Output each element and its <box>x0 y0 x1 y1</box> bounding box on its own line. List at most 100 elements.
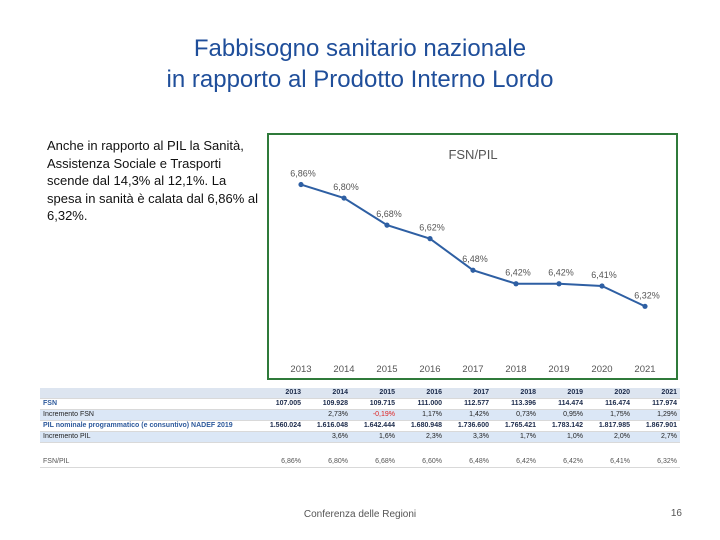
table-cell: 117.974 <box>633 398 680 410</box>
table-cell: 1.642.444 <box>351 420 398 432</box>
table-cell: 1.817.985 <box>586 420 633 432</box>
table-cell: 3,3% <box>445 431 492 443</box>
table-cell: 6,42% <box>492 457 539 468</box>
header-year: 2020 <box>586 388 633 399</box>
table-cell: 109.928 <box>304 398 351 410</box>
table-cell: 1.680.948 <box>398 420 445 432</box>
table-cell: 112.577 <box>445 398 492 410</box>
table-cell: -0,19% <box>351 409 398 421</box>
header-blank <box>40 388 257 399</box>
table-cell: 1.783.142 <box>539 420 586 432</box>
table-cell: 2,7% <box>633 431 680 443</box>
intro-text: Anche in rapporto al PIL la Sanità, Assi… <box>47 138 259 223</box>
data-point-2020 <box>599 283 605 289</box>
data-label-2020: 6,41% <box>591 270 617 280</box>
table-cell: 6,32% <box>633 457 680 468</box>
data-point-2018 <box>513 281 519 287</box>
table-cell: 6,48% <box>445 457 492 468</box>
table-cell: 1,75% <box>586 409 633 421</box>
data-point-2016 <box>427 236 433 242</box>
data-label-2017: 6,48% <box>462 254 488 264</box>
table-cell: 2,73% <box>304 409 351 421</box>
table-cell: 0,95% <box>539 409 586 421</box>
spacer-row <box>40 443 680 458</box>
table-cell: 113.396 <box>492 398 539 410</box>
table-cell: 107.005 <box>257 398 304 410</box>
table-cell: 1,0% <box>539 431 586 443</box>
table-cell: 1,29% <box>633 409 680 421</box>
table-cell: 1,17% <box>398 409 445 421</box>
table-header-row: 2013 2014 2015 2016 2017 2018 2019 2020 2021 <box>40 388 680 399</box>
table-cell: 6,86% <box>257 457 304 468</box>
table-cell: 1.616.048 <box>304 420 351 432</box>
data-label-2021: 6,32% <box>634 290 660 300</box>
table-cell: 111.000 <box>398 398 445 410</box>
row-label: Incremento FSN <box>40 409 257 421</box>
x-tick-2021: 2021 <box>634 364 655 375</box>
x-tick-2015: 2015 <box>376 364 397 375</box>
data-point-2015 <box>384 222 390 228</box>
table-row: PIL nominale programmatico (e consuntivo… <box>40 420 680 432</box>
table-cell: 6,80% <box>304 457 351 468</box>
table-cell <box>257 431 304 443</box>
table-cell: 1.736.600 <box>445 420 492 432</box>
table-row: Incremento PIL 3,6% 1,6% 2,3% 3,3% 1,7% 1,0% 2,… <box>40 431 680 443</box>
row-label: FSN <box>40 398 257 410</box>
data-point-2021 <box>642 303 648 309</box>
header-year: 2013 <box>257 388 304 399</box>
data-label-2014: 6,80% <box>333 182 359 192</box>
fsn-pil-line-chart: FSN/PIL 6,86% 6,80% 6,68% 6,62% 6,48% 6,42% 6,4… <box>290 147 660 375</box>
table-cell: 6,42% <box>539 457 586 468</box>
table-cell: 2,0% <box>586 431 633 443</box>
chart-container: FSN/PIL 6,86% 6,80% 6,68% 6,62% 6,48% 6,42% 6,4… <box>267 133 678 380</box>
data-label-2013: 6,86% <box>290 169 316 179</box>
slide-title: Fabbisogno sanitario nazionale in rappor… <box>0 33 720 95</box>
table-cell: 1,42% <box>445 409 492 421</box>
header-year: 2016 <box>398 388 445 399</box>
x-tick-2019: 2019 <box>548 364 569 375</box>
table-cell: 6,68% <box>351 457 398 468</box>
table-cell: 2,3% <box>398 431 445 443</box>
header-year: 2019 <box>539 388 586 399</box>
data-point-2017 <box>470 267 476 273</box>
header-year: 2017 <box>445 388 492 399</box>
table-cell: 1,7% <box>492 431 539 443</box>
table-cell: 1.765.421 <box>492 420 539 432</box>
data-label-2016: 6,62% <box>419 223 445 233</box>
table-cell: 6,60% <box>398 457 445 468</box>
table-cell: 0,73% <box>492 409 539 421</box>
data-point-2013 <box>298 181 304 188</box>
table-cell: 6,41% <box>586 457 633 468</box>
chart-title: FSN/PIL <box>448 147 497 162</box>
table-cell <box>257 409 304 421</box>
table-row: FSN 107.005 109.928 109.715 111.000 112.577 11… <box>40 398 680 410</box>
x-tick-2013: 2013 <box>290 364 311 375</box>
page-number: 16 <box>670 508 682 519</box>
data-point-2014 <box>341 195 347 201</box>
header-year: 2014 <box>304 388 351 399</box>
table-cell: 114.474 <box>539 398 586 410</box>
header-year: 2021 <box>633 388 680 399</box>
data-label-2015: 6,68% <box>376 209 402 219</box>
series-line-fsn-pil <box>300 183 646 308</box>
table-row: Incremento FSN 2,73% -0,19% 1,17% 1,42% 0,73%… <box>40 409 680 421</box>
header-year: 2018 <box>492 388 539 399</box>
row-label: PIL nominale programmatico (e consuntivo… <box>40 420 257 432</box>
table-cell: 1.560.024 <box>257 420 304 432</box>
table-cell: 116.474 <box>586 398 633 410</box>
table-cell: 1.867.901 <box>633 420 680 432</box>
table-cell: 109.715 <box>351 398 398 410</box>
x-tick-2016: 2016 <box>419 364 440 375</box>
x-tick-2020: 2020 <box>591 364 612 375</box>
data-point-2019 <box>556 281 562 287</box>
row-label: Incremento PIL <box>40 431 257 443</box>
x-tick-2014: 2014 <box>333 364 354 375</box>
table-row: FSN/PIL 6,86% 6,80% 6,68% 6,60% 6,48% 6,42% 6,4… <box>40 457 680 468</box>
x-tick-2018: 2018 <box>505 364 526 375</box>
data-label-2018: 6,42% <box>505 268 531 278</box>
table-cell: 3,6% <box>304 431 351 443</box>
table-cell: 1,6% <box>351 431 398 443</box>
row-label: FSN/PIL <box>40 457 257 468</box>
header-year: 2015 <box>351 388 398 399</box>
title-line-2: in rapporto al Prodotto Interno Lordo <box>166 66 554 93</box>
